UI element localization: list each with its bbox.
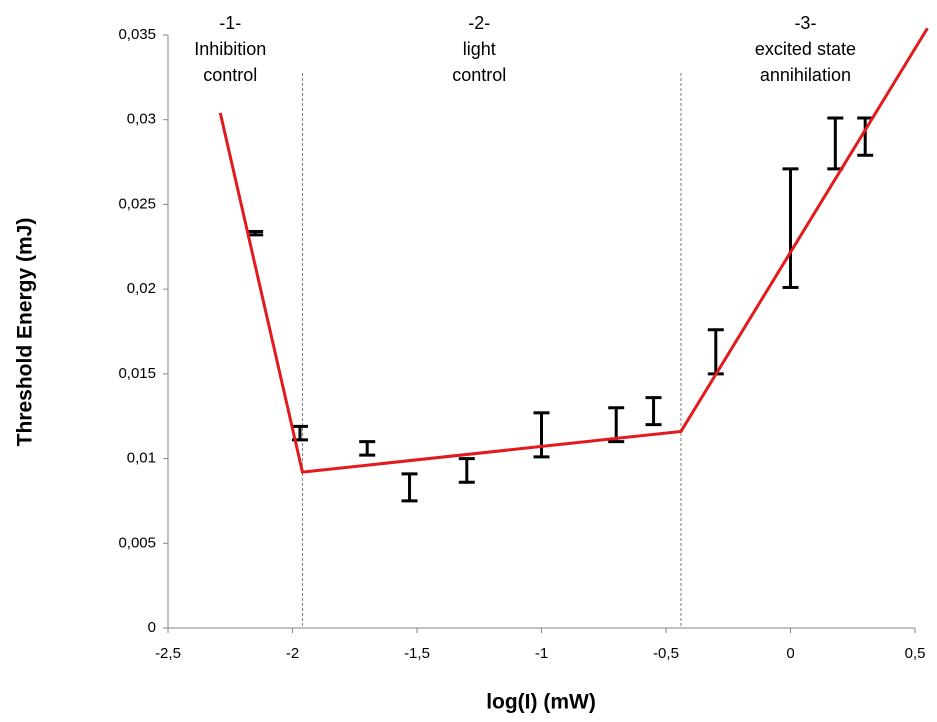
x-tick-label: -1 [535,645,548,662]
x-tick-label: -1,5 [404,645,430,662]
y-tick-label: 0,005 [118,534,156,551]
x-tick-label: 0,5 [905,645,926,662]
region-label: light [463,39,496,59]
region-label: -3- [794,13,816,33]
x-axis-title: log(I) (mW) [486,691,596,714]
region-label: excited state [755,39,856,59]
y-tick-label: 0,03 [127,111,156,128]
region-label: annihilation [760,65,851,85]
region-label: -1- [219,13,241,33]
x-tick-label: -2 [286,645,299,662]
x-tick-label: 0 [786,645,794,662]
region-label: control [203,65,257,85]
y-tick-label: 0,01 [127,450,156,467]
x-tick-label: -2,5 [155,645,181,662]
y-tick-label: 0,035 [118,26,156,43]
region-label: control [452,65,506,85]
y-tick-label: 0,025 [118,195,156,212]
y-tick-label: 0,015 [118,365,156,382]
y-tick-label: 0 [148,619,156,636]
x-tick-label: -0,5 [653,645,679,662]
region-label: Inhibition [194,39,266,59]
y-axis-title: Threshold Energy (mJ) [14,218,37,447]
y-tick-label: 0,02 [127,280,156,297]
fit-line [218,27,929,474]
region-label: -2- [468,13,490,33]
